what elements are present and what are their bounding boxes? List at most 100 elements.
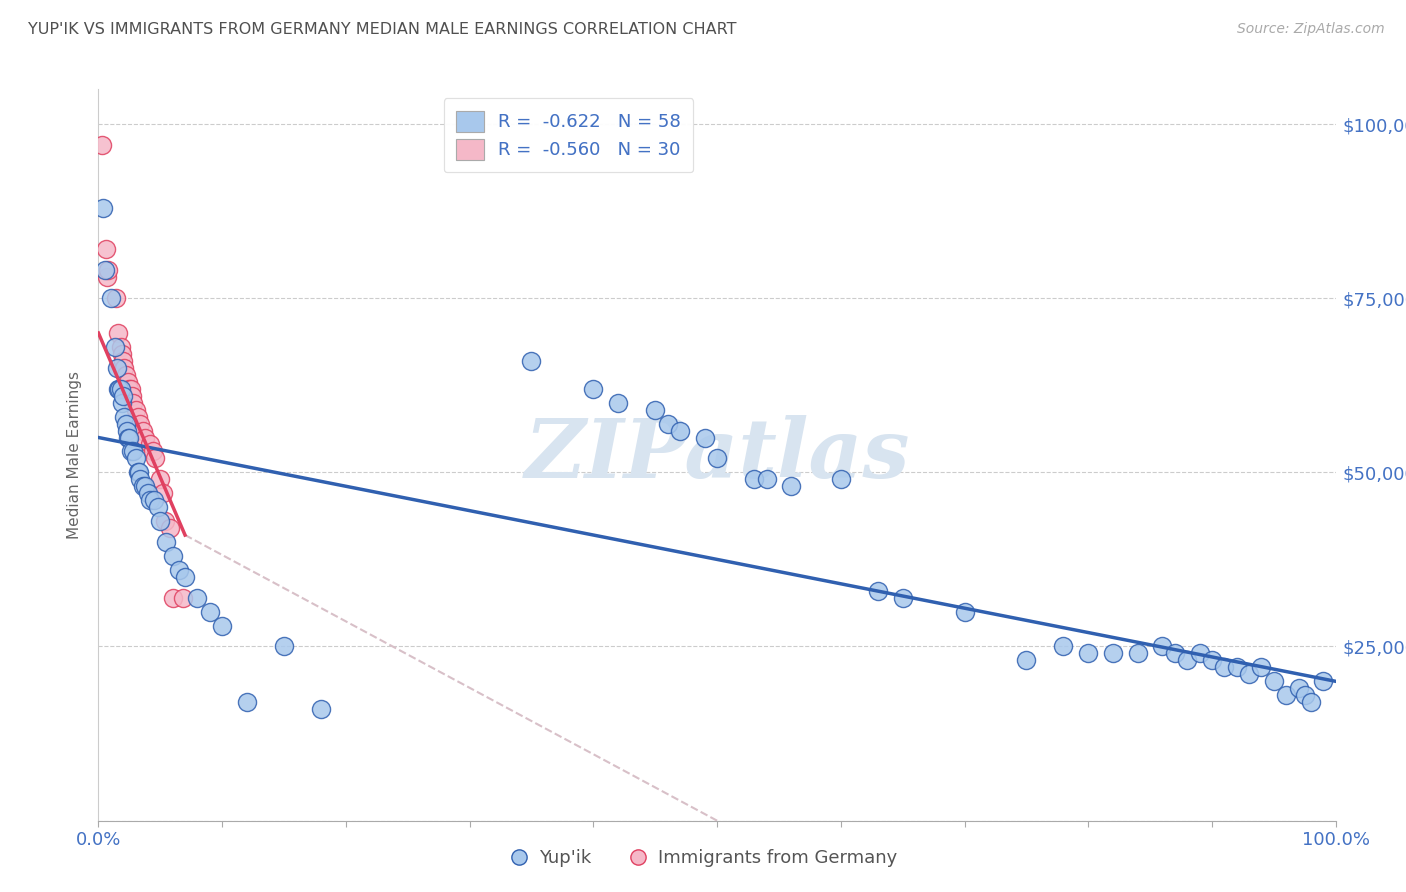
Point <box>172 591 194 605</box>
Point <box>129 472 152 486</box>
Point <box>1015 653 1038 667</box>
Point <box>830 472 852 486</box>
Point <box>520 354 543 368</box>
Point <box>104 291 127 305</box>
Point <box>236 695 259 709</box>
Point <box>128 466 150 480</box>
Point <box>132 424 155 438</box>
Point <box>143 493 166 508</box>
Point <box>118 430 141 444</box>
Point <box>582 382 605 396</box>
Point <box>122 395 145 409</box>
Point <box>127 466 149 480</box>
Point <box>1175 653 1198 667</box>
Point <box>129 417 152 431</box>
Point <box>114 368 136 382</box>
Point <box>1275 688 1298 702</box>
Point <box>155 514 177 528</box>
Point <box>1263 674 1285 689</box>
Point <box>107 382 129 396</box>
Point <box>1164 647 1187 661</box>
Point <box>100 291 122 305</box>
Point <box>127 409 149 424</box>
Point <box>103 340 125 354</box>
Point <box>152 486 174 500</box>
Point <box>1250 660 1272 674</box>
Point <box>143 451 166 466</box>
Point <box>693 430 716 444</box>
Point <box>134 430 156 444</box>
Point <box>162 549 184 563</box>
Point <box>149 472 172 486</box>
Point <box>139 493 162 508</box>
Point <box>112 409 135 424</box>
Point <box>93 263 115 277</box>
Point <box>891 591 914 605</box>
Point <box>117 375 139 389</box>
Text: YUP'IK VS IMMIGRANTS FROM GERMANY MEDIAN MALE EARNINGS CORRELATION CHART: YUP'IK VS IMMIGRANTS FROM GERMANY MEDIAN… <box>28 22 737 37</box>
Text: Source: ZipAtlas.com: Source: ZipAtlas.com <box>1237 22 1385 37</box>
Point <box>780 479 803 493</box>
Point <box>162 591 184 605</box>
Point <box>174 570 197 584</box>
Point <box>110 382 132 396</box>
Point <box>146 500 169 515</box>
Point <box>142 444 165 458</box>
Legend: R =  -0.622   N = 58, R =  -0.560   N = 30: R = -0.622 N = 58, R = -0.560 N = 30 <box>444 98 693 172</box>
Point <box>186 591 208 605</box>
Y-axis label: Median Male Earnings: Median Male Earnings <box>67 371 83 539</box>
Point <box>122 444 145 458</box>
Point <box>1299 695 1322 709</box>
Point <box>1312 674 1334 689</box>
Point <box>1102 647 1125 661</box>
Point <box>97 263 120 277</box>
Point <box>657 417 679 431</box>
Point <box>149 514 172 528</box>
Point <box>607 395 630 409</box>
Point <box>114 417 136 431</box>
Legend: Yup'ik, Immigrants from Germany: Yup'ik, Immigrants from Germany <box>502 842 904 874</box>
Point <box>1201 653 1223 667</box>
Point <box>120 444 142 458</box>
Text: ZIPatlas: ZIPatlas <box>524 415 910 495</box>
Point <box>91 137 114 152</box>
Point <box>107 326 129 340</box>
Point <box>118 382 141 396</box>
Point <box>742 472 765 486</box>
Point <box>1237 667 1260 681</box>
Point <box>111 347 134 361</box>
Point <box>669 424 692 438</box>
Point <box>273 640 295 654</box>
Point <box>105 360 128 375</box>
Point <box>159 521 181 535</box>
Point <box>1213 660 1236 674</box>
Point <box>134 479 156 493</box>
Point <box>112 360 135 375</box>
Point <box>136 486 159 500</box>
Point <box>93 201 115 215</box>
Point <box>115 424 138 438</box>
Point <box>1126 647 1149 661</box>
Point <box>110 340 132 354</box>
Point <box>1188 647 1211 661</box>
Point <box>167 563 190 577</box>
Point <box>644 402 666 417</box>
Point <box>1288 681 1310 696</box>
Point <box>155 535 177 549</box>
Point <box>112 389 135 403</box>
Point <box>1294 688 1316 702</box>
Point <box>866 583 889 598</box>
Point <box>139 437 162 451</box>
Point <box>117 430 139 444</box>
Point <box>211 618 233 632</box>
Point <box>1052 640 1074 654</box>
Point <box>1152 640 1174 654</box>
Point <box>706 451 728 466</box>
Point <box>108 382 131 396</box>
Point <box>124 402 146 417</box>
Point <box>953 605 976 619</box>
Point <box>124 451 146 466</box>
Point <box>132 479 155 493</box>
Point <box>1226 660 1249 674</box>
Point <box>198 605 221 619</box>
